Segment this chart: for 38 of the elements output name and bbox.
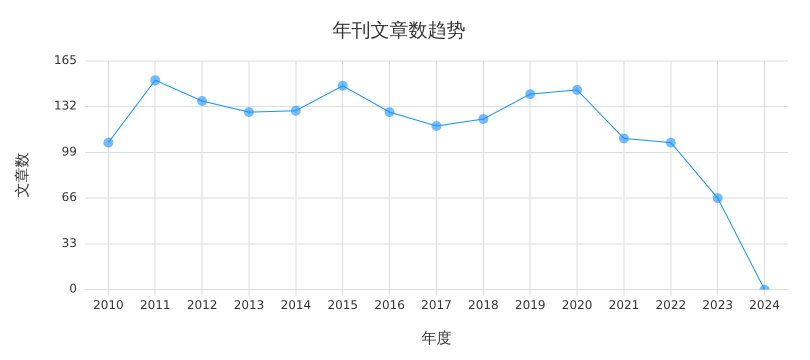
x-tick-label: 2014 — [280, 298, 312, 312]
point — [197, 96, 208, 106]
point — [618, 133, 629, 144]
x-tick-label: 2022 — [656, 298, 686, 312]
x-tick-label: 2010 — [93, 298, 124, 312]
y-tick-label: 165 — [54, 52, 77, 67]
y-tick-label: 132 — [54, 98, 77, 113]
x-tick-label: 2021 — [608, 298, 640, 312]
point — [150, 75, 160, 86]
x-tick-label: 2017 — [421, 298, 452, 312]
point — [384, 107, 395, 118]
point — [103, 138, 114, 148]
x-tick-label: 2015 — [327, 298, 358, 312]
x-axis-title: 年度 — [421, 328, 452, 347]
x-tick-label: 2011 — [140, 298, 170, 312]
x-tick-label: 2018 — [468, 298, 499, 312]
x-tick-label: 2016 — [374, 298, 405, 312]
x-tick-label: 2019 — [514, 298, 546, 312]
point — [572, 84, 582, 95]
y-axis-title: 文章数 — [12, 152, 31, 198]
point — [478, 114, 488, 124]
point — [712, 193, 723, 204]
x-tick-label: 2013 — [234, 298, 264, 312]
point — [338, 80, 348, 91]
point — [244, 107, 254, 118]
x-tick-label: 2023 — [702, 298, 733, 312]
point — [525, 89, 536, 100]
point — [666, 138, 676, 148]
x-tick-label: 2024 — [749, 298, 780, 312]
chart-title: 年刊文章数趋势 — [332, 19, 466, 42]
point — [431, 120, 442, 131]
point — [290, 106, 301, 116]
y-tick-label: 0 — [69, 282, 77, 296]
y-tick-label: 99 — [62, 144, 77, 158]
y-tick-label: 66 — [62, 190, 77, 204]
x-tick-label: 2020 — [562, 298, 592, 312]
y-tick-label: 33 — [62, 236, 77, 250]
x-tick-label: 2012 — [186, 298, 218, 312]
